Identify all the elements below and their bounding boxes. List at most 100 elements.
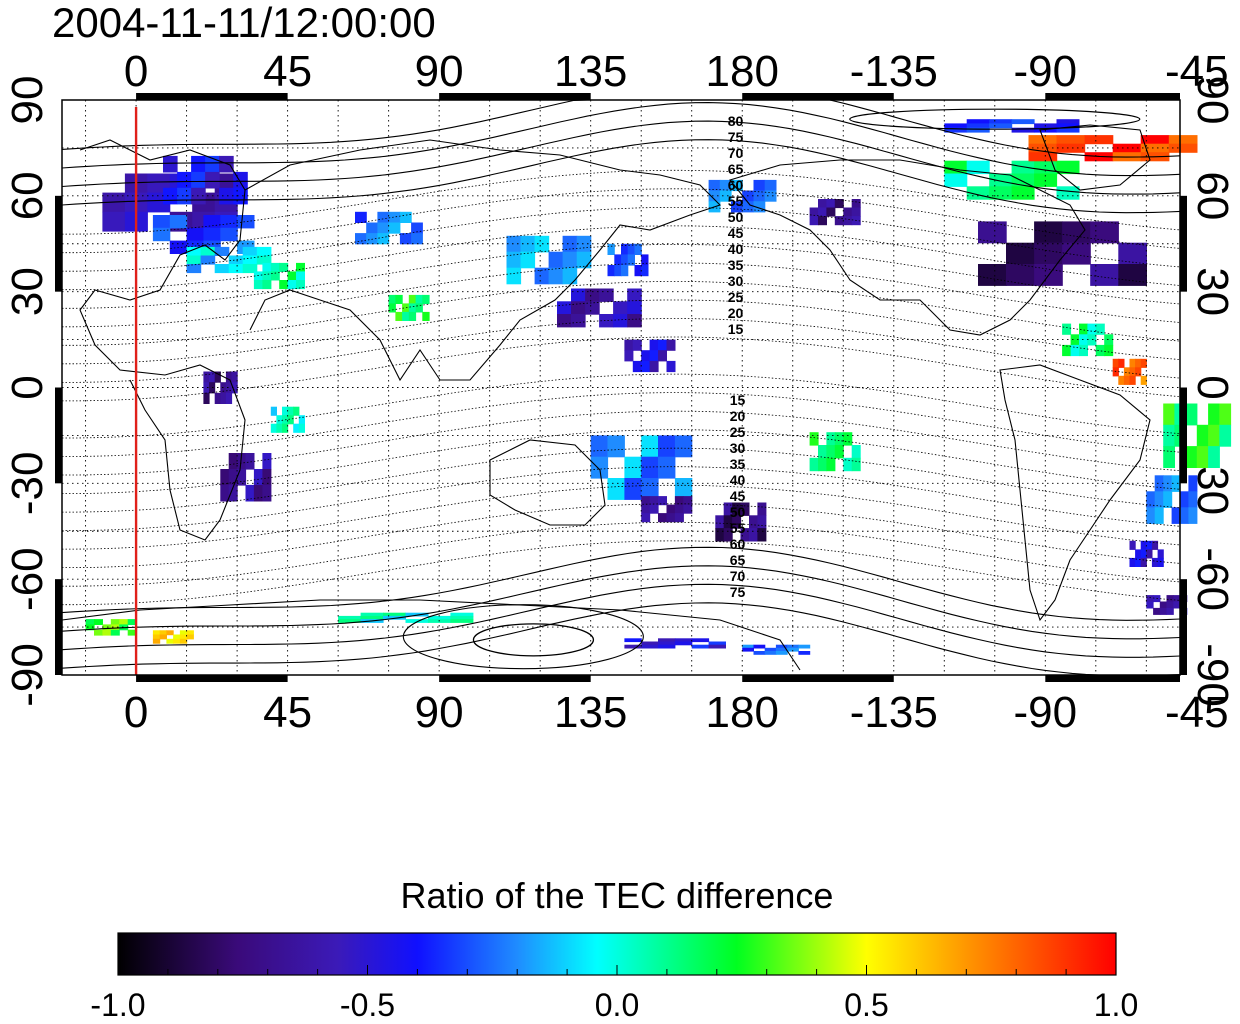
- tec-data-cell: [607, 243, 615, 255]
- tec-data-cell: [1166, 607, 1174, 615]
- tec-data-cell: [1129, 540, 1136, 550]
- top-longitude-label: -45: [1165, 47, 1229, 96]
- tec-data-cell: [1118, 242, 1147, 265]
- tec-data-cell: [1135, 358, 1142, 368]
- colorbar-tick-label: -0.5: [340, 987, 395, 1023]
- tec-data-cell: [989, 173, 1013, 187]
- tec-data-cell: [179, 630, 188, 636]
- magnetic-contour-line: [62, 429, 1181, 494]
- tec-data-cell: [613, 314, 628, 328]
- tec-data-cell: [1056, 119, 1080, 125]
- contour-label-south: 20: [730, 408, 746, 424]
- tec-data-cell: [186, 255, 202, 265]
- right-latitude-label: 60: [1188, 171, 1237, 220]
- tec-data-cell: [851, 457, 861, 472]
- tec-data-cell: [85, 624, 95, 631]
- tec-data-cell: [764, 651, 777, 655]
- tec-data-cell: [205, 171, 220, 189]
- tec-data-cell: [719, 190, 732, 202]
- tec-data-cell: [658, 496, 667, 506]
- magnetic-contour-line: [62, 503, 1181, 568]
- tec-data-cell: [355, 233, 367, 245]
- tec-data-cell: [764, 190, 777, 202]
- tec-data-cell: [163, 187, 178, 205]
- left-latitude-label: 90: [3, 76, 52, 125]
- tec-data-cell: [1219, 403, 1232, 426]
- tec-data-cell: [834, 445, 844, 459]
- tec-data-cell: [253, 484, 263, 502]
- bottom-longitude-label: -90: [1014, 688, 1078, 737]
- tec-data-cell: [1095, 323, 1105, 335]
- tec-data-cell: [1196, 446, 1209, 468]
- tec-data-cell: [186, 630, 194, 636]
- tec-data-cell: [1087, 334, 1097, 346]
- tec-data-cell: [253, 469, 263, 486]
- tec-data-cell: [590, 456, 609, 479]
- tec-data-cell: [809, 432, 819, 446]
- tec-data-cell: [548, 251, 564, 269]
- tec-data-cell: [757, 502, 767, 516]
- bottom-longitude-label: 45: [263, 688, 312, 737]
- tec-data-cell: [203, 392, 210, 404]
- tec-data-cell: [245, 453, 255, 470]
- right-frame-bar: [1180, 195, 1187, 292]
- tec-data-cell: [775, 644, 788, 649]
- magnetic-contour-line: [62, 225, 1181, 291]
- tec-data-cell: [119, 619, 129, 625]
- tec-data-cell: [242, 246, 258, 256]
- tec-data-cell: [366, 222, 378, 234]
- tec-data-cell: [296, 271, 305, 281]
- tec-data-cell: [163, 155, 178, 173]
- tec-data-cell: [1146, 601, 1154, 609]
- tec-data-cell: [152, 630, 161, 636]
- magnetic-contour-line: [62, 244, 1181, 309]
- tec-data-cell: [422, 294, 430, 304]
- tec-data-cell: [450, 612, 474, 617]
- tec-data-cell: [166, 638, 174, 644]
- tec-data-cell: [270, 423, 277, 433]
- tec-data-cell: [614, 254, 622, 266]
- bottom-frame-bar: [136, 675, 288, 682]
- tec-data-cell: [658, 641, 676, 646]
- tec-data-cell: [1196, 424, 1209, 447]
- tec-data-cell: [422, 311, 430, 321]
- tec-data-cell: [1146, 540, 1153, 550]
- contour-label-north: 25: [728, 289, 744, 305]
- tec-data-cell: [624, 478, 642, 500]
- tec-data-cell: [683, 504, 693, 514]
- magnetic-contour-line: [61, 120, 1181, 195]
- tec-data-cell: [85, 619, 95, 625]
- tec-data-cell: [242, 255, 258, 265]
- tec-data-cell: [753, 201, 766, 213]
- tec-data-cell: [262, 262, 272, 272]
- tec-data-cell: [237, 469, 247, 486]
- tec-data-cell: [571, 314, 586, 328]
- tec-data-cell: [411, 222, 423, 234]
- tec-data-cell: [818, 457, 827, 472]
- tec-data-cell: [276, 415, 283, 425]
- tec-data-cell: [557, 314, 572, 328]
- left-latitude-label: -90: [3, 643, 52, 707]
- tec-data-cell: [658, 638, 676, 643]
- tec-data-cell: [641, 644, 659, 649]
- colorbar-tick-label: -1.0: [90, 987, 145, 1023]
- tec-data-cell: [723, 515, 733, 529]
- south-polar-contour: [472, 623, 595, 657]
- tec-data-cell: [731, 201, 743, 213]
- tec-data-cell: [641, 254, 649, 266]
- tec-data-cell: [1219, 424, 1232, 447]
- tec-data-cell: [944, 127, 968, 133]
- tec-data-cell: [966, 127, 990, 133]
- tec-data-cell: [641, 496, 651, 506]
- tec-data-cell: [607, 265, 615, 277]
- tec-data-cell: [450, 615, 474, 620]
- top-frame-bar: [742, 93, 894, 100]
- tec-data-cell: [225, 371, 233, 383]
- coastline-south-america: [999, 364, 1151, 622]
- tec-data-cell: [749, 515, 758, 529]
- tec-data-cell: [177, 171, 192, 189]
- tec-data-cell: [296, 280, 305, 290]
- tec-data-cell: [658, 456, 676, 479]
- tec-data-cell: [1168, 135, 1198, 145]
- magnetic-contour-line: [62, 466, 1181, 531]
